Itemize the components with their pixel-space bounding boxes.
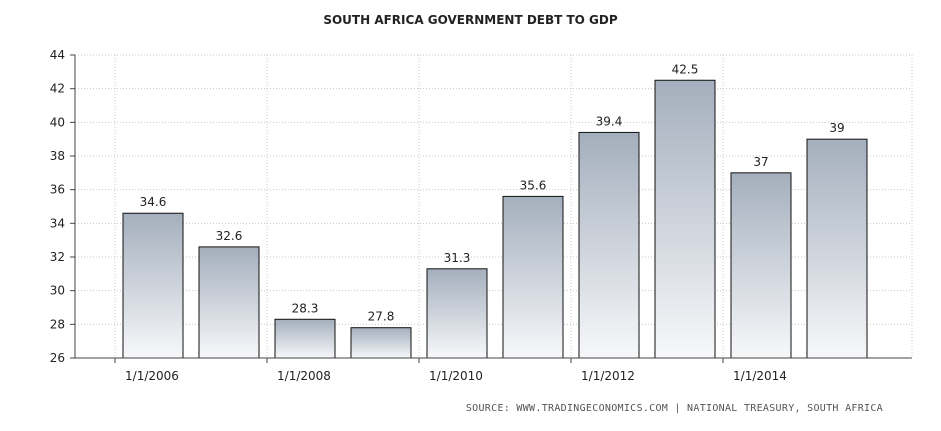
data-label: 42.5 (672, 62, 699, 76)
y-tick-label: 26 (50, 351, 65, 365)
x-tick-label: 1/1/2006 (125, 369, 179, 383)
bar (502, 195, 564, 359)
bar (730, 172, 792, 359)
data-label: 27.8 (368, 310, 395, 324)
x-tick-label: 1/1/2012 (581, 369, 635, 383)
y-tick-label: 38 (50, 149, 65, 163)
data-label: 35.6 (520, 178, 547, 192)
bar-series (122, 79, 868, 359)
grid-lines (75, 54, 913, 358)
bar (274, 318, 336, 359)
y-tick-label: 42 (50, 82, 65, 96)
y-tick-label: 36 (50, 183, 65, 197)
bar (806, 138, 868, 359)
data-label: 28.3 (292, 301, 319, 315)
data-labels: 34.6 32.6 28.3 27.8 31.3 35.6 39.4 42.5 37 39 (140, 62, 845, 323)
y-tick-label: 30 (50, 284, 65, 298)
bar (198, 246, 260, 359)
x-tick-label: 1/1/2010 (429, 369, 483, 383)
bar (578, 131, 640, 359)
chart-title: SOUTH AFRICA GOVERNMENT DEBT TO GDP (323, 13, 618, 27)
y-tick-label: 34 (50, 216, 65, 230)
y-tick-label: 28 (50, 317, 65, 331)
y-tick-label: 40 (50, 115, 65, 129)
bar (654, 79, 716, 359)
y-tick-label: 44 (50, 48, 65, 62)
data-label: 37 (753, 155, 768, 169)
data-label: 31.3 (444, 251, 471, 265)
x-tick-label: 1/1/2014 (733, 369, 787, 383)
y-tick-label: 32 (50, 250, 65, 264)
x-tick-label: 1/1/2008 (277, 369, 331, 383)
source-note: SOURCE: WWW.TRADINGECONOMICS.COM | NATIO… (465, 403, 883, 414)
data-label: 32.6 (216, 229, 243, 243)
data-label: 34.6 (140, 195, 167, 209)
bar (122, 212, 184, 359)
data-label: 39.4 (596, 114, 623, 128)
bar (350, 327, 412, 359)
axes: 26 28 30 32 34 36 38 40 42 44 1/1/2006 1/1/2008 1/1/… (50, 48, 912, 383)
bar (426, 268, 488, 359)
data-label: 39 (829, 121, 844, 135)
